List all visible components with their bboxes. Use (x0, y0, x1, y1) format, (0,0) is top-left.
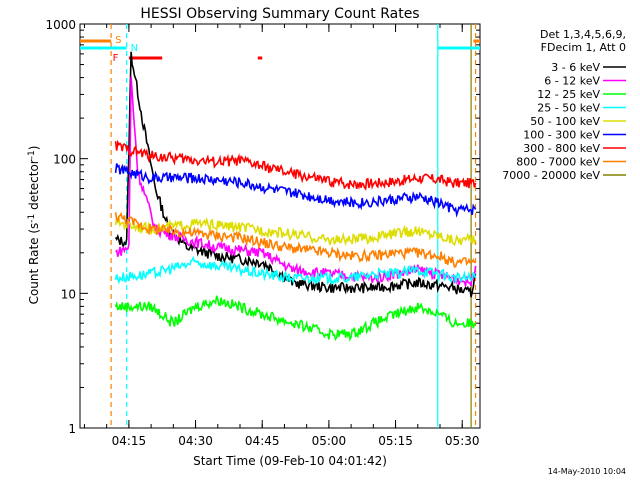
series-line (114, 295, 477, 342)
y-axis-label-sup2: -1 (27, 150, 37, 159)
y-tick-label: 1 (68, 422, 76, 436)
y-axis-label-main: Count Rate (s (27, 223, 41, 305)
timestamp: 14-May-2010 10:04 (548, 467, 626, 476)
plot-frame (79, 23, 481, 429)
legend-label: 7000 - 20000 keV (502, 169, 600, 182)
series-line (114, 139, 477, 191)
y-axis-label-mid: detector (27, 159, 41, 214)
chart-title: HESSI Observing Summary Count Rates (140, 6, 419, 22)
series-line (115, 76, 477, 287)
legend-label: 25 - 50 keV (537, 102, 600, 115)
series-line (114, 211, 476, 268)
y-axis-label: Count Rate (s-1 detector-1) (27, 146, 41, 305)
flag-label-n: N (131, 43, 138, 54)
legend-label: 6 - 12 keV (544, 75, 600, 88)
legend-label: 300 - 800 keV (523, 142, 600, 155)
x-tick-label: 05:30 (445, 434, 480, 448)
x-tick-label: 04:30 (178, 434, 213, 448)
flag-label-f: F (113, 53, 119, 64)
x-tick-label: 04:15 (112, 434, 147, 448)
flag-label-s: S (115, 35, 121, 46)
x-tick-label: 05:00 (312, 434, 347, 448)
y-tick-label: 1000 (45, 18, 76, 32)
x-tick-label: 04:45 (245, 434, 280, 448)
legend-label: 50 - 100 keV (530, 115, 600, 128)
y-tick-label: 100 (53, 153, 76, 167)
series-line (114, 216, 477, 247)
y-axis-label-end: ) (27, 146, 41, 151)
plot-area: 1 10 100 1000 04:15 04:30 04:45 05:00 05:15 05:30… (45, 18, 481, 448)
legend-label: 100 - 300 keV (523, 129, 600, 142)
legend-label: 800 - 7000 keV (516, 156, 600, 169)
legend-header-line-1: Det 1,3,4,5,6,9, (540, 28, 626, 41)
x-tick-label: 05:15 (378, 434, 413, 448)
y-axis-label-sup1: -1 (27, 214, 37, 223)
legend-label: 3 - 6 keV (551, 61, 600, 74)
series-line (114, 255, 477, 286)
legend-header-line-2: FDecim 1, Att 0 (541, 41, 626, 54)
y-tick-label: 10 (61, 287, 76, 301)
series-line (114, 163, 477, 218)
x-axis-label: Start Time (09-Feb-10 04:01:42) (193, 454, 387, 468)
legend-label: 12 - 25 keV (537, 88, 600, 101)
